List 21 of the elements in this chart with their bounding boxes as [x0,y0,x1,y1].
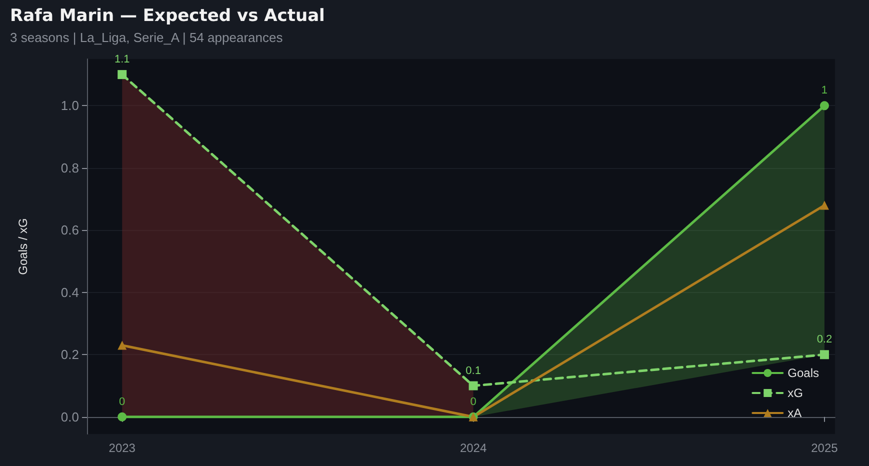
chart-subtitle: 3 seasons | La_Liga, Serie_A | 54 appearances [10,30,283,45]
y-tick-label: 0.2 [60,347,79,362]
data-label: 0.2 [816,334,832,346]
y-tick-label: 0.0 [60,409,79,424]
data-label: 0 [119,396,126,408]
data-label: 1 [821,84,828,97]
y-tick-label: 0.6 [60,222,79,238]
legend-label: Goals [788,366,820,380]
y-tick-label: 1.0 [60,98,79,114]
data-label: 1.1 [114,54,130,66]
legend-label: xA [788,406,802,420]
y-tick-label: 0.8 [60,160,79,176]
y-tick-label: 0.4 [60,284,79,300]
y-axis-title: Goals / xG [16,218,30,275]
data-label: 0 [470,396,476,408]
x-tick-label: 2025 [811,441,838,455]
chart-title: Rafa Marin — Expected vs Actual [10,6,325,26]
legend-label: xG [788,386,803,400]
x-tick-label: 2023 [108,441,136,455]
x-tick-label: 2024 [460,441,487,455]
data-label: 0.1 [466,364,481,377]
